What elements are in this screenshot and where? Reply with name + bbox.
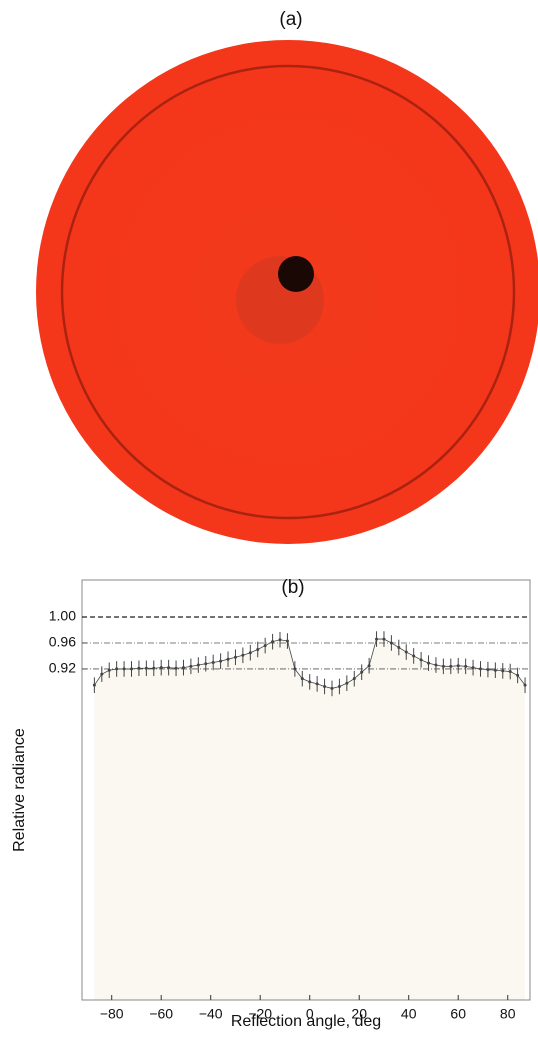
point [196,663,200,667]
point [248,651,252,655]
point [211,660,215,664]
point [330,686,334,690]
point [293,667,297,671]
point [367,664,371,668]
point [278,638,282,642]
point [360,670,364,674]
point [189,664,193,668]
point [226,657,230,661]
point [285,639,289,643]
point [375,637,379,641]
x-tick-label: 80 [500,1006,516,1022]
y-tick-label: 0.96 [49,634,76,650]
point [263,644,267,648]
point [493,668,497,672]
point [382,637,386,641]
disk-image [36,40,538,544]
point [345,681,349,685]
y-tick-label: 1.00 [49,608,76,624]
point [389,641,393,645]
point [144,666,148,670]
x-tick-label: −80 [100,1006,124,1022]
point [204,662,208,666]
point [315,682,319,686]
chart-title: (b) [281,577,304,598]
point [523,683,527,687]
point [256,647,260,651]
point [337,684,341,688]
point [352,677,356,681]
point [456,664,460,668]
point [107,668,111,672]
point [404,650,408,654]
y-axis-label: Relative radiance [11,728,28,852]
point [100,672,104,676]
point [397,646,401,650]
point [516,673,520,677]
point [233,655,237,659]
point [174,666,178,670]
point [434,663,438,667]
point [449,664,453,668]
x-tick-label: −20 [248,1006,272,1022]
point [159,666,163,670]
point [441,664,445,668]
point [486,668,490,672]
area [94,639,526,1000]
x-tick-label: 60 [450,1006,466,1022]
x-tick-label: 20 [351,1006,367,1022]
x-tick-label: 40 [401,1006,417,1022]
panel-label: (a) [279,9,302,30]
point [92,683,96,687]
x-tick-label: −60 [149,1006,173,1022]
point [130,667,134,671]
x-tick-label: −40 [199,1006,223,1022]
point [412,654,416,658]
y-tick-label: 0.92 [49,660,76,676]
point [181,666,185,670]
point [308,680,312,684]
point [152,666,156,670]
point [241,653,245,657]
point [501,669,505,673]
point [427,661,431,665]
point [323,684,327,688]
point [137,666,141,670]
point [219,659,223,663]
x-axis-label: Reflection angle, deg [231,1013,381,1030]
plot-frame [81,579,531,1001]
point [300,677,304,681]
point [271,640,275,644]
point [464,664,468,668]
point [508,670,512,674]
point [167,666,171,670]
point [419,658,423,662]
point [122,667,126,671]
point [478,667,482,671]
point [471,666,475,670]
point [115,667,119,671]
x-tick-label: 0 [306,1006,314,1022]
